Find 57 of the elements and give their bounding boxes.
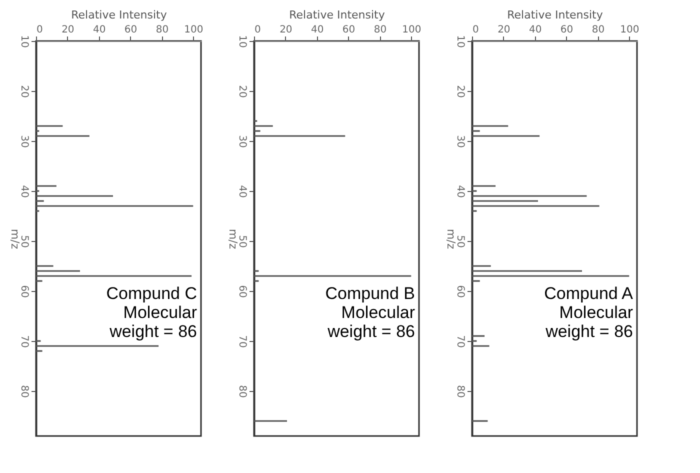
- x-tick-label: 40: [92, 24, 106, 36]
- x-tick-label: 80: [156, 24, 169, 36]
- x-tick-label: 60: [560, 24, 574, 36]
- x-tick-label: 20: [498, 24, 510, 36]
- annotation: Compund A: [544, 284, 634, 303]
- y-axis-title: m/z: [8, 228, 22, 250]
- x-tick-label: 0: [472, 24, 479, 36]
- x-tick-label: 100: [184, 24, 204, 36]
- y-tick-label: 50: [454, 235, 466, 248]
- y-tick-label: 10: [454, 35, 466, 48]
- annotation: Molecular: [559, 302, 634, 322]
- y-tick-label: 40: [236, 185, 248, 198]
- x-axis-title: Relative Intensity: [289, 8, 386, 22]
- y-axis-title: m/z: [444, 228, 458, 250]
- y-tick-label: 60: [18, 285, 30, 298]
- x-tick-label: 20: [62, 24, 74, 36]
- y-tick-label: 50: [236, 235, 248, 248]
- x-tick-label: 40: [528, 24, 542, 36]
- y-tick-label: 10: [236, 35, 248, 48]
- x-tick-label: 20: [280, 24, 292, 36]
- x-tick-label: 100: [620, 24, 640, 36]
- y-tick-label: 20: [236, 85, 248, 98]
- y-tick-label: 10: [18, 35, 30, 48]
- annotation: Compund B: [325, 284, 415, 303]
- y-tick-label: 20: [454, 85, 466, 98]
- x-tick-label: 80: [592, 24, 605, 36]
- x-tick-label: 0: [254, 24, 261, 36]
- x-axis-title: Relative Intensity: [71, 8, 168, 22]
- x-tick-label: 80: [374, 24, 387, 36]
- annotation: Compund C: [106, 284, 197, 303]
- y-axis-title: m/z: [226, 228, 240, 250]
- y-tick-label: 80: [18, 385, 30, 398]
- y-tick-label: 80: [454, 385, 466, 398]
- x-tick-label: 0: [36, 24, 43, 36]
- y-tick-label: 40: [454, 185, 466, 198]
- y-tick-label: 40: [18, 185, 30, 198]
- annotation: Molecular: [341, 302, 416, 322]
- y-tick-label: 70: [18, 335, 30, 348]
- annotation: Molecular: [123, 302, 198, 322]
- x-tick-label: 60: [342, 24, 356, 36]
- x-tick-label: 40: [310, 24, 324, 36]
- y-tick-label: 70: [454, 335, 466, 348]
- y-tick-label: 50: [18, 235, 30, 248]
- x-tick-label: 100: [402, 24, 422, 36]
- y-tick-label: 30: [18, 135, 30, 148]
- y-tick-label: 80: [236, 385, 248, 398]
- annotation: weight = 86: [108, 322, 197, 341]
- x-tick-label: 60: [124, 24, 138, 36]
- y-tick-label: 30: [236, 135, 248, 148]
- x-axis-title: Relative Intensity: [507, 8, 604, 22]
- y-tick-label: 60: [454, 285, 466, 298]
- annotation: weight = 86: [544, 322, 633, 341]
- y-tick-label: 30: [454, 135, 466, 148]
- y-tick-label: 20: [18, 85, 30, 98]
- y-tick-label: 60: [236, 285, 248, 298]
- y-tick-label: 70: [236, 335, 248, 348]
- annotation: weight = 86: [326, 322, 415, 341]
